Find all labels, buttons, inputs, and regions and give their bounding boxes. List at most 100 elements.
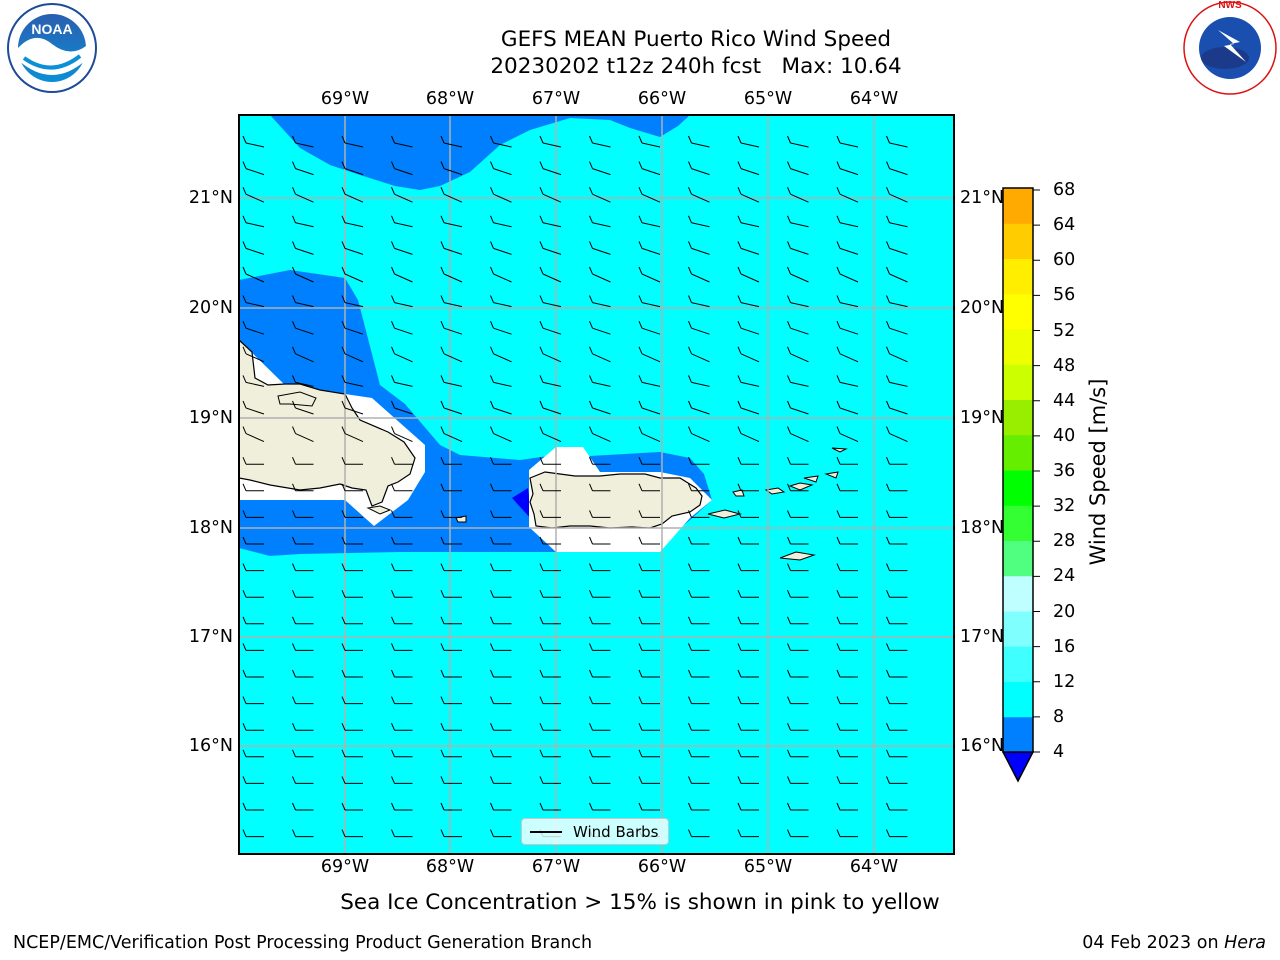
lat-label-right: 19°N — [960, 408, 1005, 428]
wind-barb-icon — [836, 696, 858, 705]
wind-barb-icon — [737, 483, 759, 492]
wind-barb-icon — [440, 669, 462, 678]
wind-barb-icon — [242, 400, 265, 415]
wind-barb-icon — [391, 643, 413, 651]
wind-barb-icon — [539, 161, 562, 176]
wind-barb-icon — [787, 161, 809, 176]
wind-barb-icon — [836, 321, 859, 335]
wind-barb-icon — [688, 669, 710, 678]
wind-barb-icon — [440, 215, 463, 228]
wind-barb-icon — [391, 776, 413, 784]
wind-barb-icon — [391, 241, 413, 255]
wind-barb-icon — [341, 590, 363, 598]
wind-barb-icon — [292, 135, 314, 148]
lon-label-bottom: 66°W — [637, 857, 687, 877]
wind-barb-icon — [440, 375, 463, 387]
wind-barb-icon — [292, 749, 314, 758]
colorbar-tick-label: 16 — [1053, 636, 1076, 657]
wind-barb-icon — [787, 563, 809, 572]
wind-barb-icon — [440, 590, 462, 598]
wind-barb-icon — [391, 400, 413, 415]
wind-barb-icon — [787, 266, 809, 283]
wind-barb-icon — [638, 135, 661, 148]
wind-barb-icon — [886, 346, 908, 363]
wind-barb-icon — [490, 669, 512, 678]
colorbar-tick-label: 64 — [1053, 215, 1076, 236]
wind-barb-icon — [539, 400, 562, 415]
wind-barb-icon — [688, 723, 710, 731]
wind-barb-icon — [589, 321, 611, 335]
wind-barb-icon — [539, 457, 561, 465]
wind-barb-icon — [787, 295, 809, 308]
wind-barb-icon — [391, 749, 413, 758]
wind-region-4-8-north — [270, 115, 690, 190]
colorbar-segment — [1003, 329, 1033, 365]
wind-barb-icon — [688, 187, 710, 203]
wind-barb-icon — [391, 135, 413, 148]
wind-barb-icon — [688, 616, 710, 625]
wind-barb-icon — [589, 187, 611, 203]
wind-barb-icon — [440, 536, 462, 545]
wind-barb-icon — [341, 295, 364, 308]
wind-barb-icon — [539, 616, 561, 625]
wind-barb-icon — [638, 266, 661, 283]
wind-barb-icon — [737, 375, 760, 387]
wind-barb-icon — [490, 321, 512, 335]
colorbar-tick-label: 28 — [1053, 531, 1076, 552]
wind-barb-icon — [242, 161, 265, 176]
wind-barb-icon — [391, 266, 413, 283]
wind-barb-icon — [836, 187, 859, 203]
wind-barb-icon — [341, 536, 363, 545]
wind-barb-icon — [638, 696, 660, 705]
wind-barb-icon — [688, 161, 710, 176]
wind-barb-icon — [341, 161, 364, 176]
wind-barb-icon — [440, 266, 463, 283]
wind-barb-icon — [490, 266, 512, 283]
wind-barb-icon — [341, 696, 363, 705]
colorbar-tick-label: 56 — [1053, 285, 1076, 306]
wind-barb-icon — [836, 829, 858, 838]
wind-barb-icon — [836, 590, 858, 598]
wind-barb-icon — [341, 510, 363, 518]
nws-logo: NWS — [1183, 0, 1277, 95]
wind-barb-icon — [688, 346, 710, 363]
colorbar-tick-label: 68 — [1053, 180, 1076, 200]
wind-barb-icon — [292, 483, 314, 492]
wind-barb-icon — [787, 375, 809, 387]
lat-label-left: 20°N — [188, 298, 233, 318]
wind-barb-icon — [787, 829, 809, 838]
wind-barb-icon — [886, 563, 908, 572]
wind-barb-icon — [836, 346, 859, 363]
wind-barb-icon — [490, 643, 512, 651]
wind-barb-icon — [737, 321, 760, 335]
lon-label-bottom: 67°W — [531, 857, 581, 877]
wind-barb-icon — [440, 802, 462, 811]
wind-barb-icon — [638, 669, 660, 678]
wind-barb-icon — [391, 161, 413, 176]
wind-barb-icon — [539, 266, 562, 283]
lon-label-top: 67°W — [531, 89, 581, 109]
wind-barb-icon — [341, 723, 363, 731]
wind-barb-icon — [787, 346, 809, 363]
wind-barb-icon — [737, 161, 760, 176]
wind-barb-icon — [688, 510, 710, 518]
wind-barb-icon — [886, 616, 908, 625]
wind-barb-icon — [737, 215, 760, 228]
wind-barb-icon — [886, 776, 908, 784]
wind-barb-icon — [638, 215, 661, 228]
wind-barb-icon — [490, 802, 512, 811]
wind-barb-icon — [638, 321, 661, 335]
colorbar-tick-label: 52 — [1053, 320, 1076, 341]
wind-barb-icon — [886, 400, 908, 415]
wind-barb-icon — [440, 187, 463, 203]
wind-barb-icon — [539, 426, 562, 443]
colorbar-segment — [1003, 258, 1033, 295]
wind-barb-icon — [440, 241, 463, 255]
sombrero — [831, 447, 848, 453]
wind-barb-icon — [292, 400, 314, 415]
colorbar-segment — [1003, 399, 1033, 436]
wind-barb-icon — [292, 669, 314, 678]
lon-label-bottom: 64°W — [849, 857, 899, 877]
wind-barb-icon — [886, 161, 908, 176]
wind-barb-icon — [886, 266, 908, 283]
